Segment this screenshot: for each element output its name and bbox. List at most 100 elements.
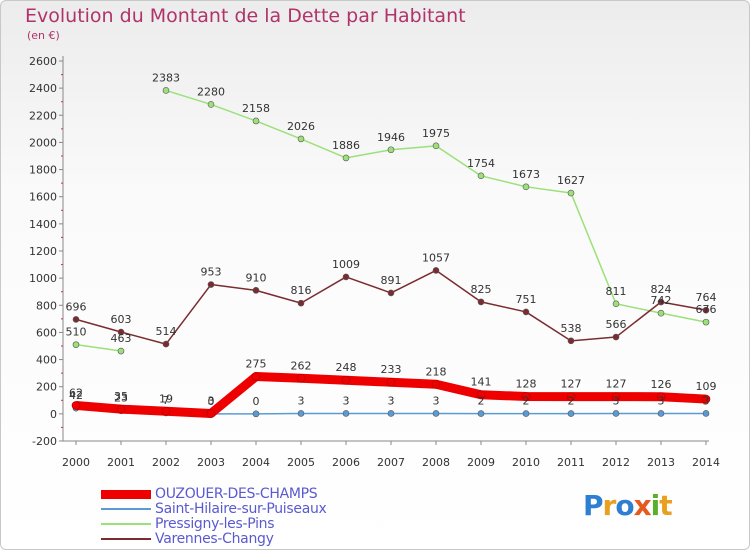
x-tick-label: 2009 xyxy=(467,456,495,469)
y-tick-label: 200 xyxy=(36,381,57,394)
data-point xyxy=(296,373,306,383)
data-point xyxy=(566,392,576,401)
legend-swatch xyxy=(101,538,151,540)
data-label: 696 xyxy=(66,300,87,313)
data-label: 2 xyxy=(523,395,530,408)
data-label: 141 xyxy=(471,376,492,389)
data-point xyxy=(702,318,710,326)
data-point xyxy=(387,146,395,154)
data-point xyxy=(386,377,396,387)
x-tick-label: 2001 xyxy=(107,456,135,469)
data-point xyxy=(116,404,126,414)
data-label: 3 xyxy=(703,394,710,407)
data-label: 953 xyxy=(201,266,222,279)
x-tick-label: 2011 xyxy=(557,456,585,469)
data-label: 1946 xyxy=(377,131,405,144)
data-point xyxy=(521,392,531,401)
y-tick-label: 1000 xyxy=(29,272,57,285)
data-label: 127 xyxy=(606,378,627,391)
data-label: 751 xyxy=(516,293,537,306)
data-label: 0 xyxy=(208,395,215,408)
data-point xyxy=(252,410,260,418)
data-point xyxy=(342,154,350,162)
data-label: 42 xyxy=(69,389,83,402)
y-tick-label: 2600 xyxy=(29,55,57,68)
y-tick-label: 2000 xyxy=(29,136,57,149)
data-label: 1673 xyxy=(512,168,540,181)
data-label: 233 xyxy=(381,363,402,376)
data-label: 538 xyxy=(561,322,582,335)
y-tick-label: 600 xyxy=(36,326,57,339)
legend-swatch xyxy=(101,489,151,499)
data-label: 2 xyxy=(568,395,575,408)
series-line xyxy=(75,343,122,352)
data-point xyxy=(161,406,171,416)
data-label: 2383 xyxy=(152,71,180,84)
data-label: 35 xyxy=(114,390,128,403)
legend-label: OUZOUER-DES-CHAMPS xyxy=(155,486,318,502)
y-tick-label: -200 xyxy=(32,435,57,448)
data-point xyxy=(252,287,260,294)
data-label: 510 xyxy=(66,326,87,339)
data-point xyxy=(702,410,710,417)
data-label: 126 xyxy=(651,378,672,391)
data-point xyxy=(612,300,620,308)
data-point xyxy=(476,390,486,400)
data-point xyxy=(612,333,620,341)
data-label: 2280 xyxy=(197,85,225,98)
x-tick-label: 2005 xyxy=(287,456,315,469)
data-label: 3 xyxy=(658,394,665,407)
data-label: 463 xyxy=(111,332,132,345)
chart-subtitle: (en €) xyxy=(27,29,60,42)
data-label: 811 xyxy=(606,285,627,298)
data-point xyxy=(341,375,351,385)
data-label: 19 xyxy=(159,392,173,405)
data-label: 3 xyxy=(343,394,350,407)
data-point xyxy=(431,379,441,389)
data-label: 262 xyxy=(291,359,312,372)
data-point xyxy=(701,394,711,404)
data-label: 825 xyxy=(471,283,492,296)
data-point xyxy=(477,410,485,417)
y-tick-label: 400 xyxy=(36,354,57,367)
data-point xyxy=(117,347,125,355)
y-tick-label: 1800 xyxy=(29,164,57,177)
data-label: 764 xyxy=(696,291,717,304)
data-point xyxy=(522,410,530,417)
data-point xyxy=(657,410,665,417)
x-tick-label: 2006 xyxy=(332,456,360,469)
data-point xyxy=(342,273,350,281)
data-label: 109 xyxy=(696,380,717,393)
data-label: 2158 xyxy=(242,102,270,115)
data-point xyxy=(387,410,395,417)
data-point xyxy=(612,410,620,417)
x-tick-label: 2004 xyxy=(242,456,270,469)
data-label: 128 xyxy=(516,377,537,390)
data-point xyxy=(72,341,80,348)
chart-title: Evolution du Montant de la Dette par Hab… xyxy=(25,5,466,27)
legend-label: Saint-Hilaire-sur-Puiseaux xyxy=(155,501,327,517)
series-layer xyxy=(71,87,711,418)
data-label: 3 xyxy=(208,394,215,407)
data-point xyxy=(206,409,216,418)
data-label: 891 xyxy=(381,274,402,287)
data-point xyxy=(432,142,440,150)
data-label: 566 xyxy=(606,318,627,331)
data-label: 3 xyxy=(613,394,620,407)
data-point xyxy=(656,392,666,402)
data-point xyxy=(71,401,81,410)
data-label: 676 xyxy=(696,303,717,316)
data-point xyxy=(72,316,80,323)
data-label: 824 xyxy=(651,283,672,296)
data-label: 23 xyxy=(114,392,128,405)
data-point xyxy=(297,410,305,417)
data-point xyxy=(342,410,350,417)
x-tick-label: 2013 xyxy=(647,456,675,469)
y-tick-label: 2400 xyxy=(29,82,57,95)
data-point xyxy=(567,337,575,345)
data-labels-layer: 510 463 2383 2280 2158 2026 1886 1946 1975 1754 16… xyxy=(66,71,717,407)
data-point xyxy=(251,372,261,381)
y-tick-label: 1200 xyxy=(29,245,57,258)
